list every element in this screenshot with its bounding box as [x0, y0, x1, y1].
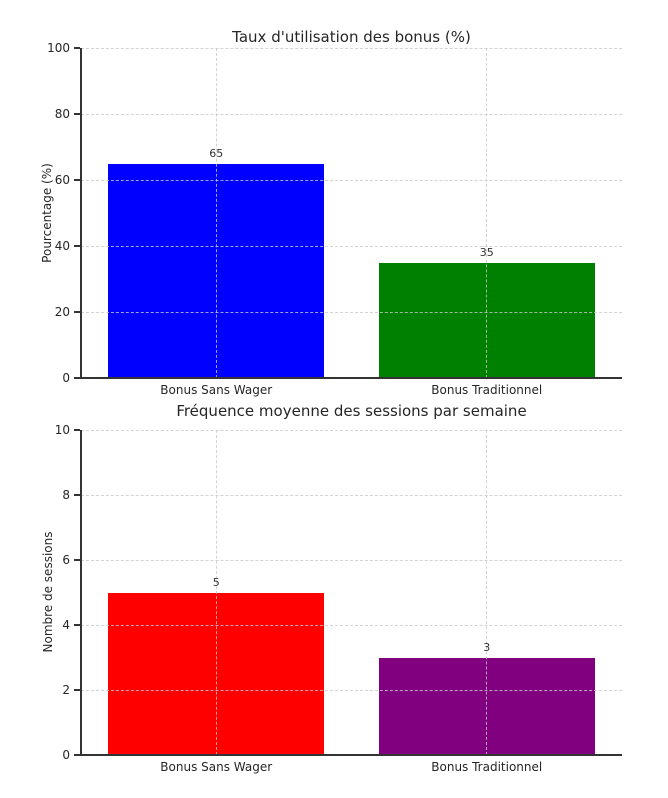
y-tick — [74, 311, 80, 313]
x-axis-spine — [80, 754, 622, 756]
chart-title-session-frequency: Fréquence moyenne des sessions par semai… — [176, 402, 527, 420]
y-tick — [74, 624, 80, 626]
gridline-horizontal — [81, 245, 622, 247]
y-tick — [74, 754, 80, 756]
bar-value-label: 5 — [212, 575, 220, 589]
y-tick — [74, 429, 80, 431]
gridline-horizontal — [81, 311, 622, 313]
gridline-horizontal — [81, 494, 622, 496]
gridline-horizontal — [81, 377, 622, 379]
y-tick — [74, 494, 80, 496]
y-axis-spine — [80, 430, 82, 755]
gridline-horizontal — [81, 47, 622, 49]
gridline-horizontal — [81, 754, 622, 756]
y-axis-spine — [80, 48, 82, 378]
gridline-horizontal — [81, 624, 622, 626]
gridline-horizontal — [81, 429, 622, 431]
x-tick-label: Bonus Traditionnel — [431, 383, 543, 397]
y-axis-label-pourcentage: Pourcentage (%) — [40, 163, 54, 263]
gridline-vertical — [215, 48, 217, 378]
gridline-horizontal — [81, 689, 622, 691]
gridline-vertical — [215, 430, 217, 755]
bar-value-label: 35 — [479, 245, 494, 259]
y-tick — [74, 377, 80, 379]
y-tick — [74, 689, 80, 691]
gridline-horizontal — [81, 113, 622, 115]
y-tick — [74, 245, 80, 247]
y-tick — [74, 179, 80, 181]
gridline-horizontal — [81, 559, 622, 561]
y-axis-label-sessions: Nombre de sessions — [41, 531, 55, 653]
bar — [108, 163, 325, 378]
y-tick — [74, 47, 80, 49]
x-tick-label: Bonus Traditionnel — [431, 760, 543, 774]
bar — [378, 657, 595, 755]
gridline-horizontal — [81, 179, 622, 181]
x-axis-spine — [80, 377, 622, 379]
x-tick-label: Bonus Sans Wager — [160, 760, 273, 774]
x-tick-label: Bonus Sans Wager — [160, 383, 273, 397]
y-tick — [74, 113, 80, 115]
y-tick — [74, 559, 80, 561]
bar-value-label: 3 — [483, 640, 491, 654]
bar — [378, 262, 595, 378]
bar — [108, 592, 325, 755]
chart-title-bonus-usage: Taux d'utilisation des bonus (%) — [232, 28, 471, 46]
gridline-vertical — [486, 48, 488, 378]
gridline-vertical — [486, 430, 488, 755]
bar-value-label: 65 — [209, 146, 224, 160]
